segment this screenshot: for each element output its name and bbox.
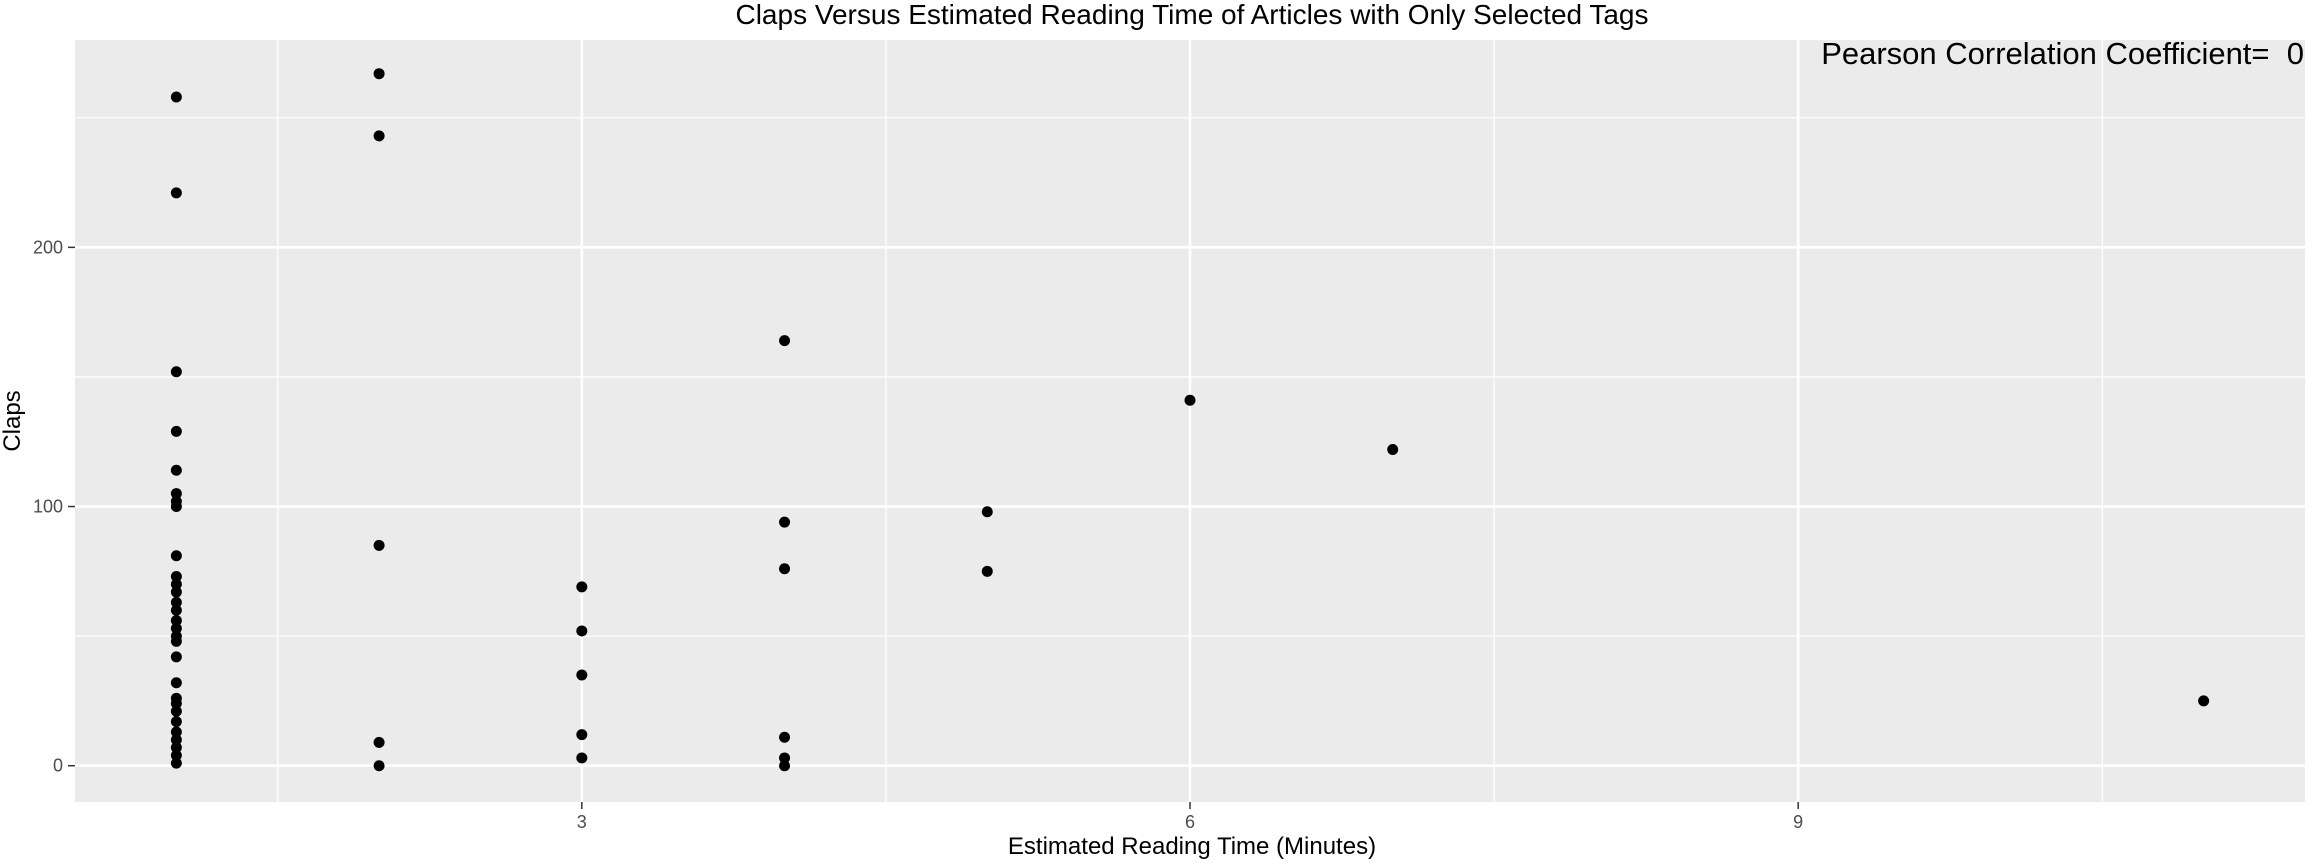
data-point (170, 622, 182, 634)
data-point (170, 757, 182, 769)
data-point (170, 635, 182, 647)
major-gridlines (75, 40, 2305, 802)
data-point (170, 586, 182, 598)
data-point (373, 736, 385, 748)
data-point (576, 625, 588, 637)
data-point (373, 130, 385, 142)
data-point (170, 677, 182, 689)
data-point (576, 669, 588, 681)
y-axis-title: Claps (0, 390, 26, 451)
correlation-annotation: Pearson Correlation Coefficient= 0 (1821, 36, 2304, 71)
data-point (170, 501, 182, 513)
data-point (576, 752, 588, 764)
data-point (170, 187, 182, 199)
chart-title: Claps Versus Estimated Reading Time of A… (735, 0, 1648, 30)
data-point (779, 563, 791, 575)
data-point (1184, 394, 1196, 406)
data-point (2198, 695, 2210, 707)
data-point (170, 651, 182, 663)
data-point (373, 68, 385, 80)
data-point (170, 726, 182, 738)
data-point (170, 425, 182, 437)
data-point (779, 760, 791, 772)
data-point (170, 749, 182, 761)
data-point (779, 731, 791, 743)
data-point (576, 581, 588, 593)
data-point (170, 571, 182, 583)
y-tick-label: 0 (53, 756, 63, 776)
data-point (170, 596, 182, 608)
data-point (576, 729, 588, 741)
data-point (170, 604, 182, 616)
data-point (373, 539, 385, 551)
data-points (170, 68, 2210, 772)
data-point (170, 91, 182, 103)
data-point (779, 335, 791, 347)
data-point (170, 578, 182, 590)
y-axis: 0 100 200 (33, 237, 75, 776)
data-point (170, 742, 182, 754)
data-point (170, 734, 182, 746)
data-point (170, 366, 182, 378)
x-axis: 3 6 9 (577, 802, 1803, 832)
y-tick-label: 100 (33, 497, 63, 517)
x-tick-label: 6 (1185, 812, 1195, 832)
x-tick-label: 9 (1793, 812, 1803, 832)
data-point (170, 705, 182, 717)
data-point (170, 488, 182, 500)
data-point (1387, 444, 1399, 456)
data-point (170, 464, 182, 476)
data-point (981, 565, 993, 577)
data-point (170, 615, 182, 627)
y-tick-label: 200 (33, 237, 63, 257)
data-point (170, 698, 182, 710)
data-point (373, 760, 385, 772)
data-point (170, 550, 182, 562)
x-axis-title: Estimated Reading Time (Minutes) (1008, 833, 1376, 860)
data-point (779, 752, 791, 764)
data-point (170, 716, 182, 728)
data-point (779, 516, 791, 528)
data-point (981, 506, 993, 518)
x-tick-label: 3 (577, 812, 587, 832)
